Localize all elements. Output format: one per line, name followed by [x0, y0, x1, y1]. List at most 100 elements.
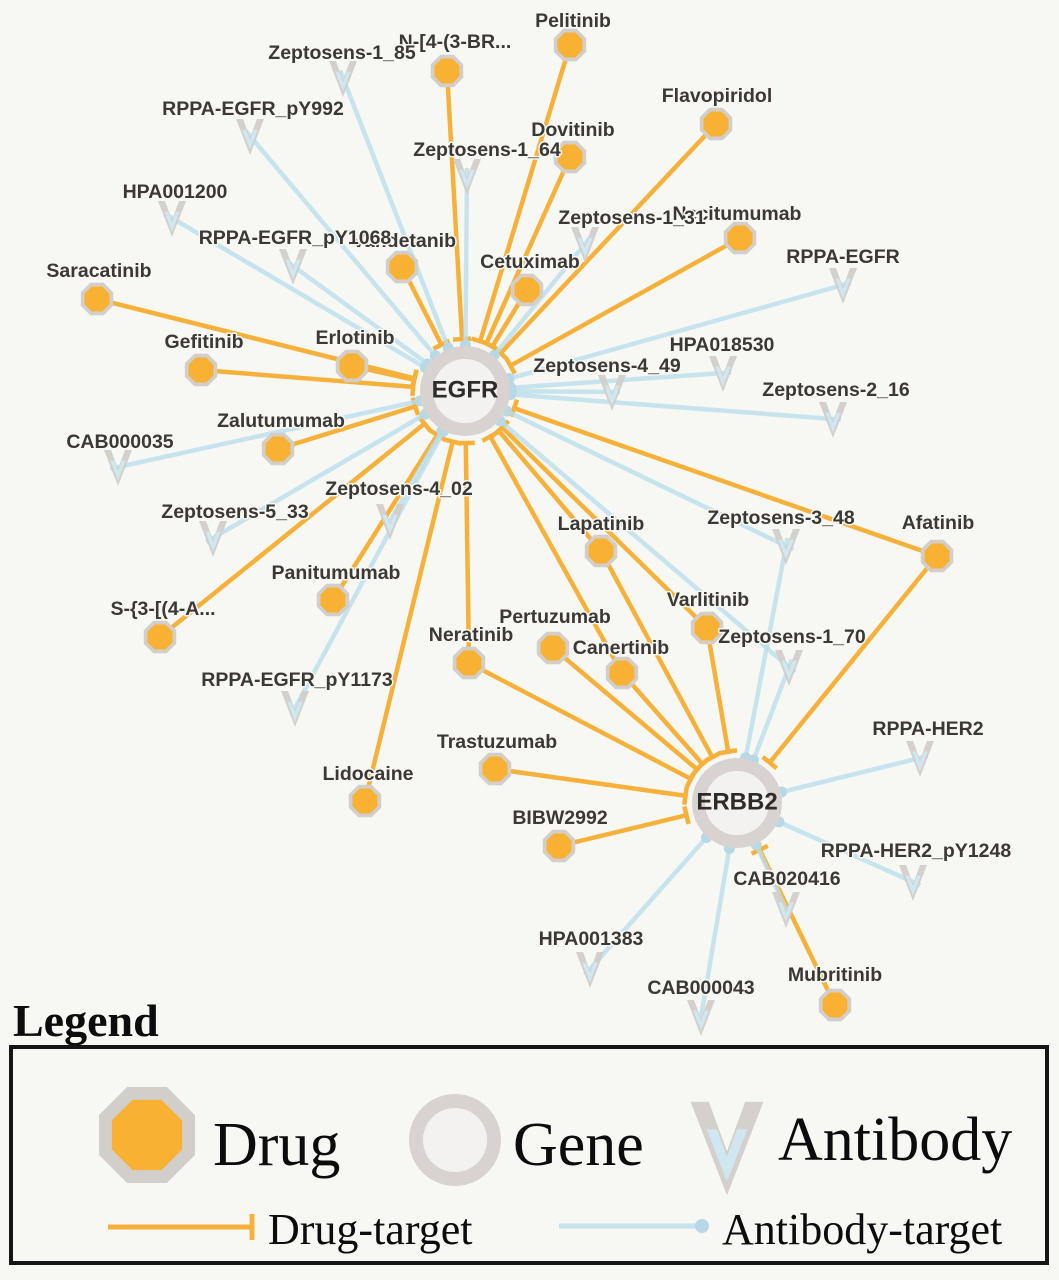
drug-node-core	[588, 538, 614, 564]
drug-target-edge-s-3-4-a-egfr	[158, 421, 426, 639]
node-label-zeptosens-1-64: Zeptosens-1_64	[413, 139, 561, 161]
legend-antibody-icon-core	[706, 1129, 748, 1182]
antibody-node-rppa-egfr-py1173[interactable]	[281, 691, 309, 727]
node-label-s-3-4-a: S-{3-[(4-A...	[110, 598, 215, 620]
drug-target-edge-dovitinib-egfr	[484, 156, 573, 345]
antibody-node-core	[164, 211, 180, 232]
drug-node-core	[84, 286, 110, 312]
node-label-rppa-her2: RPPA-HER2	[872, 718, 983, 740]
antibody-node-rppa-egfr[interactable]	[829, 268, 857, 304]
gene-label-egfr: EGFR	[432, 376, 499, 403]
antibody-node-rppa-her2[interactable]	[906, 741, 934, 777]
antibody-node-zeptosens-5-33[interactable]	[199, 521, 227, 557]
drug-target-tee	[761, 755, 779, 770]
node-label-zeptosens-4-02: Zeptosens-4_02	[325, 478, 473, 500]
node-label-cab000035: CAB000035	[66, 431, 173, 453]
node-label-afatinib: Afatinib	[902, 512, 975, 534]
node-label-bibw2992: BIBW2992	[512, 807, 608, 829]
antibody-node-core	[905, 875, 921, 896]
drug-node-core	[557, 32, 583, 58]
drug-target-tee	[682, 786, 689, 805]
node-label-zeptosens-2-16: Zeptosens-2_16	[762, 379, 910, 401]
drug-target-edge-afatinib-erbb2	[767, 554, 939, 765]
antibody-node-cab000035[interactable]	[104, 450, 132, 486]
label-layer: Pelitinib N-[4-(3-BR... Flavopiridol Doviti…	[45, 9, 1013, 1001]
drug-node-core	[546, 833, 572, 859]
node-label-pelitinib: Pelitinib	[535, 10, 611, 32]
gene-node-inner	[433, 359, 497, 423]
antibody-node-zeptosens-1-85[interactable]	[329, 61, 357, 97]
drug-target-edge-neratinib-egfr	[463, 442, 472, 664]
antibody-node-hpa001383[interactable]	[576, 952, 604, 988]
node-label-zeptosens-1-31: Zeptosens-1_31	[558, 207, 706, 229]
node-label-hpa018530: HPA018530	[670, 334, 775, 356]
antibody-node-core	[778, 539, 794, 560]
antibody-node-rppa-her2-py1248[interactable]	[899, 865, 927, 901]
drug-target-tee	[494, 419, 511, 436]
antibody-node-zeptosens-2-16[interactable]	[819, 402, 847, 438]
legend-title: Legend	[13, 995, 159, 1046]
node-label-canertinib: Canertinib	[573, 637, 670, 659]
legend: Legend Drug Gene Antibody Drug-target An…	[9, 995, 1049, 1265]
antibody-node-zeptosens-1-64[interactable]	[453, 159, 481, 195]
antibody-node-zeptosens-3-48[interactable]	[772, 529, 800, 565]
node-label-rppa-egfr-py1173: RPPA-EGFR_pY1173	[201, 669, 393, 691]
drug-target-edge-canertinib-erbb2	[620, 671, 705, 766]
drug-node-core	[434, 58, 460, 84]
antibody-node-core	[693, 1010, 709, 1031]
antibody-target-edge-hpa001200-egfr	[163, 211, 467, 393]
antibody-node-rppa-egfr-py1068[interactable]	[279, 249, 307, 285]
legend-antibody-label: Antibody	[778, 1106, 1012, 1174]
node-label-rppa-egfr: RPPA-EGFR	[786, 246, 899, 268]
gene-label-erbb2: ERBB2	[696, 788, 777, 815]
antibody-node-zeptosens-1-70[interactable]	[775, 650, 803, 686]
drug-node-core	[540, 635, 566, 661]
node-label-pertuzumab: Pertuzumab	[499, 606, 611, 628]
drug-target-edge-varlitinib-erbb2	[704, 627, 731, 753]
drug-target-tee	[718, 748, 738, 756]
antibody-target-edge-rppa-egfr-py992-egfr	[243, 128, 467, 393]
drug-node-core	[822, 992, 848, 1018]
node-label-mubritinib: Mubritinib	[788, 964, 882, 986]
node-label-saracatinib: Saracatinib	[46, 260, 151, 282]
antibody-node-hpa001200[interactable]	[158, 201, 186, 237]
antibody-target-edge-zeptosens-2-16-egfr	[464, 388, 842, 422]
drug-target-tee	[504, 356, 517, 375]
drug-target-tee	[689, 761, 705, 778]
drug-node-core	[924, 543, 950, 569]
legend-antibody-target-label: Antibody-target	[722, 1205, 1002, 1254]
drug-node-core	[514, 277, 540, 303]
drug-node-core	[703, 111, 729, 137]
antibody-node-cab020416[interactable]	[772, 892, 800, 928]
legend-drug-icon-core	[111, 1099, 183, 1171]
antibody-node-rppa-egfr-py992[interactable]	[236, 119, 264, 155]
drug-target-edge-trastuzumab-erbb2	[494, 766, 686, 798]
node-label-vandetanib: Vandetanib	[352, 230, 456, 252]
drug-target-edge-canertinib-egfr	[488, 435, 624, 675]
node-label-hpa001383: HPA001383	[539, 928, 644, 950]
antibody-node-core	[825, 412, 841, 433]
drug-node-core	[352, 788, 378, 814]
node-label-n-4-3-br: N-[4-(3-BR...	[399, 31, 512, 53]
drug-target-edge-zalutumumab-egfr	[277, 404, 417, 452]
legend-antibody-icon	[690, 1101, 764, 1196]
drug-target-edge-lidocaine-egfr	[362, 440, 455, 802]
antibody-node-zeptosens-1-31[interactable]	[571, 227, 599, 263]
drug-node-core	[609, 660, 635, 686]
antibody-node-core	[604, 385, 620, 406]
node-label-lapatinib: Lapatinib	[558, 513, 645, 535]
node-label-flavopiridol: Flavopiridol	[662, 85, 773, 107]
antibody-node-zeptosens-4-02[interactable]	[376, 504, 404, 540]
antibody-node-zeptosens-4-49[interactable]	[598, 375, 626, 411]
antibody-node-core	[242, 129, 258, 150]
drug-target-edge-neratinib-erbb2	[467, 661, 692, 781]
antibody-node-core	[715, 366, 731, 387]
drug-target-edge-gefitinib-egfr	[200, 367, 414, 390]
antibody-node-cab000043[interactable]	[687, 1000, 715, 1036]
node-label-dovitinib: Dovitinib	[531, 119, 614, 141]
antibody-node-core	[335, 71, 351, 92]
antibody-node-core	[778, 902, 794, 923]
drug-node-core	[320, 587, 346, 613]
antibody-node-core	[285, 259, 301, 280]
antibody-node-hpa018530[interactable]	[709, 356, 737, 392]
